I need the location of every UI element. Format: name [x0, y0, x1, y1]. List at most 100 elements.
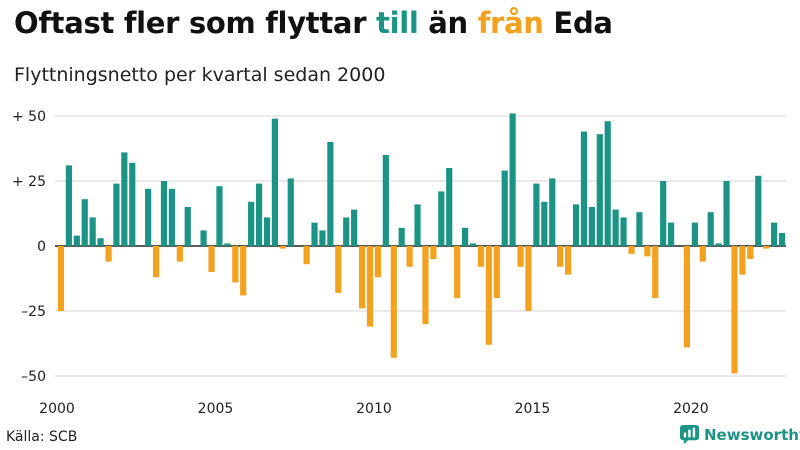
bar	[414, 204, 421, 246]
bar	[81, 199, 88, 246]
bar	[652, 246, 659, 298]
bar	[723, 181, 730, 246]
bar	[216, 186, 223, 246]
bar	[628, 246, 635, 254]
bar	[683, 246, 691, 348]
bar	[699, 246, 706, 262]
bar	[327, 142, 334, 246]
title-part-3: än	[418, 6, 478, 40]
bar	[57, 246, 65, 311]
y-tick-label: + 50	[12, 109, 46, 125]
bar	[572, 204, 580, 246]
bar	[224, 243, 231, 246]
bar	[525, 246, 532, 311]
bar	[97, 238, 104, 246]
bar	[715, 243, 722, 246]
bar	[406, 246, 413, 267]
bar	[335, 246, 342, 293]
bar	[517, 246, 524, 267]
bar	[279, 246, 286, 249]
bar	[263, 217, 271, 246]
bar	[168, 188, 175, 246]
x-axis-tick-labels: 2000 2005 2010 2015 2020	[39, 401, 709, 417]
y-axis-tick-labels: + 50 + 25 0 –25 –50	[12, 109, 46, 385]
bar	[588, 207, 595, 246]
title-word-till: till	[376, 6, 419, 40]
bar	[73, 235, 80, 246]
bar	[240, 246, 247, 296]
bar	[319, 230, 326, 246]
bar	[549, 178, 556, 246]
bar	[398, 227, 405, 246]
bar	[580, 131, 588, 246]
bar	[422, 246, 429, 324]
bar	[509, 113, 516, 247]
chart-subtitle: Flyttningsnetto per kvartal sedan 2000	[14, 64, 386, 86]
bar	[160, 181, 168, 246]
bar	[620, 217, 627, 246]
bar	[485, 246, 492, 345]
bar	[121, 152, 128, 246]
bar	[778, 233, 786, 246]
bar	[477, 246, 485, 267]
bar	[533, 183, 540, 246]
x-tick-label: 2015	[515, 401, 551, 417]
bar	[469, 243, 477, 246]
bar	[232, 246, 239, 283]
bar	[612, 209, 619, 246]
bar	[184, 207, 191, 246]
bar	[771, 222, 778, 246]
bar	[668, 222, 675, 246]
y-tick-label: –50	[21, 369, 46, 385]
bar	[382, 155, 389, 246]
bar	[351, 209, 358, 246]
bar	[113, 183, 120, 246]
bar	[366, 246, 374, 327]
bar	[358, 246, 366, 309]
bar	[271, 118, 278, 246]
bar	[541, 201, 548, 246]
bar	[152, 246, 160, 278]
bar	[747, 246, 754, 259]
bar	[430, 246, 437, 259]
bar	[145, 188, 152, 246]
chart-title: Oftast fler som flyttar till än från Eda	[14, 6, 613, 40]
bar	[660, 181, 667, 246]
bar	[200, 230, 207, 246]
chart-logo-icon	[680, 425, 699, 444]
x-tick-label: 2020	[673, 401, 709, 417]
bar	[208, 246, 215, 272]
bar	[565, 246, 572, 275]
y-tick-label: 0	[37, 239, 46, 255]
bar	[89, 217, 96, 246]
bar	[596, 134, 603, 246]
x-tick-label: 2000	[39, 401, 75, 417]
bar	[390, 246, 397, 358]
bar	[255, 183, 263, 246]
bar	[303, 246, 310, 265]
bar	[438, 191, 445, 246]
title-part-1: Oftast fler som flyttar	[14, 6, 376, 40]
x-tick-label: 2005	[198, 401, 234, 417]
bar	[731, 246, 738, 374]
bar	[557, 246, 564, 267]
source-note: Källa: SCB	[6, 429, 78, 445]
bar	[691, 222, 698, 246]
title-word-fran: från	[477, 6, 544, 40]
bar	[461, 227, 469, 246]
bar	[604, 121, 611, 246]
bar	[739, 246, 746, 275]
bar	[707, 212, 714, 246]
bar	[65, 165, 72, 246]
bar	[501, 170, 508, 246]
y-tick-label: + 25	[12, 174, 46, 190]
bar	[644, 246, 651, 257]
bar	[493, 246, 500, 298]
bar	[129, 162, 136, 246]
title-part-5: Eda	[543, 6, 613, 40]
y-tick-label: –25	[21, 304, 46, 320]
bar	[287, 178, 294, 246]
brand-logo: Newsworthy	[680, 425, 800, 444]
bar	[105, 246, 112, 262]
bar	[755, 175, 762, 246]
